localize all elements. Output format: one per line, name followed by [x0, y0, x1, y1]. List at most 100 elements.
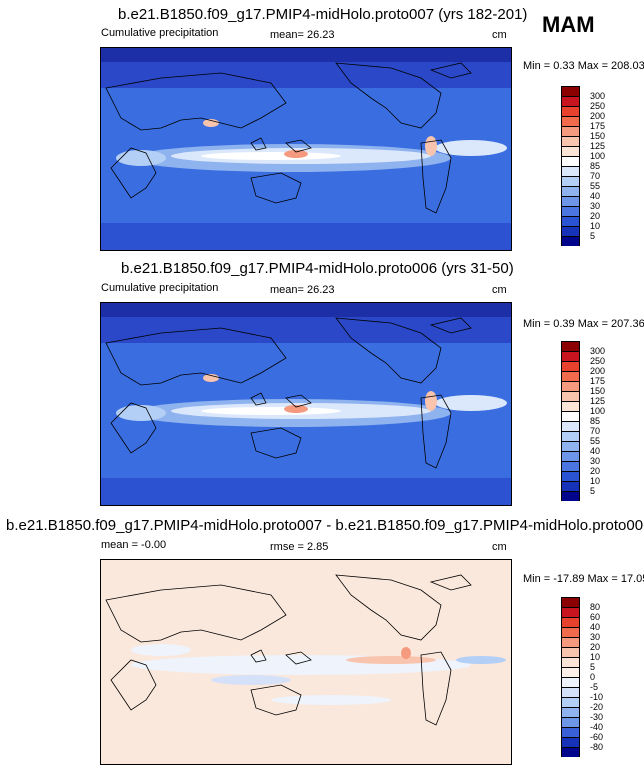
colorbar-tick-label: 5 — [590, 662, 596, 672]
colorbar-tick-label: 10 — [590, 221, 601, 231]
colorbar-tick-label: 250 — [590, 101, 606, 111]
colorbar-tick-label: 125 — [590, 141, 606, 151]
colorbar-swatch — [562, 146, 579, 156]
colorbar-swatch — [562, 597, 579, 607]
colorbar-tick-label: 125 — [590, 396, 606, 406]
panel-2-colorbar: 300 250 200 175 150 125 100 85 70 55 40 30 20 10 5 — [561, 341, 621, 501]
colorbar-tick-label: 40 — [590, 191, 601, 201]
colorbar-tick-label: 200 — [590, 366, 606, 376]
panel-2-mean-label: mean= 26.23 — [270, 284, 335, 296]
colorbar-tick-label: 150 — [590, 131, 606, 141]
colorbar-swatch — [562, 381, 579, 391]
panel-3-title: b.e21.B1850.f09_g17.PMIP4-midHolo.proto0… — [6, 517, 644, 534]
colorbar-swatch — [562, 481, 579, 491]
colorbar-swatch — [562, 667, 579, 677]
panel-2-colorbar-swatches — [561, 341, 580, 501]
colorbar-tick-label: 150 — [590, 386, 606, 396]
colorbar-tick-label: 60 — [590, 612, 601, 622]
colorbar-tick-label: 55 — [590, 181, 601, 191]
colorbar-tick-label: -30 — [590, 712, 604, 722]
colorbar-tick-label: -80 — [590, 742, 604, 752]
panel-2-minmax: Min = 0.39 Max = 207.36 — [523, 318, 644, 330]
panel-1-colorbar: 300 250 200 175 150 125 100 85 70 55 40 30 20 10 5 — [561, 86, 621, 246]
colorbar-swatch — [562, 747, 579, 757]
colorbar-swatch — [562, 647, 579, 657]
panel-3-units: cm — [492, 541, 507, 553]
panel-2-map — [100, 302, 512, 506]
colorbar-tick-label: 40 — [590, 446, 601, 456]
colorbar-swatch — [562, 471, 579, 481]
colorbar-swatch — [562, 637, 579, 647]
colorbar-swatch — [562, 136, 579, 146]
panel-2-title: b.e21.B1850.f09_g17.PMIP4-midHolo.proto0… — [121, 260, 514, 277]
colorbar-tick-label: 30 — [590, 201, 601, 211]
season-label: MAM — [542, 12, 595, 37]
colorbar-tick-label: 5 — [590, 231, 596, 241]
panel-1-map — [100, 47, 512, 251]
colorbar-tick-label: 175 — [590, 121, 606, 131]
colorbar-swatch — [562, 106, 579, 116]
colorbar-tick-label: 175 — [590, 376, 606, 386]
colorbar-swatch — [562, 156, 579, 166]
colorbar-tick-label: 0 — [590, 672, 596, 682]
colorbar-swatch — [562, 186, 579, 196]
colorbar-swatch — [562, 657, 579, 667]
colorbar-tick-label: 20 — [590, 211, 601, 221]
colorbar-tick-label: 85 — [590, 416, 601, 426]
colorbar-swatch — [562, 411, 579, 421]
panel-3-colorbar: 80 60 40 30 20 10 5 0 -5 -10 -20 -30 -40 -60 -80 — [561, 597, 621, 757]
colorbar-tick-label: 10 — [590, 652, 601, 662]
colorbar-swatch — [562, 166, 579, 176]
colorbar-swatch — [562, 351, 579, 361]
colorbar-swatch — [562, 617, 579, 627]
colorbar-tick-label: -5 — [590, 682, 599, 692]
colorbar-tick-label: 20 — [590, 642, 601, 652]
colorbar-swatch — [562, 226, 579, 236]
colorbar-tick-label: 70 — [590, 171, 601, 181]
colorbar-swatch — [562, 687, 579, 697]
colorbar-tick-label: -10 — [590, 692, 604, 702]
panel-2-units: cm — [492, 284, 507, 296]
colorbar-swatch — [562, 176, 579, 186]
colorbar-tick-label: 250 — [590, 356, 606, 366]
colorbar-swatch — [562, 677, 579, 687]
colorbar-swatch — [562, 371, 579, 381]
colorbar-swatch — [562, 391, 579, 401]
colorbar-tick-label: 20 — [590, 466, 601, 476]
colorbar-tick-label: 100 — [590, 151, 606, 161]
colorbar-swatch — [562, 461, 579, 471]
colorbar-tick-label: 70 — [590, 426, 601, 436]
panel-1-variable-label: Cumulative precipitation — [101, 27, 219, 39]
colorbar-swatch — [562, 727, 579, 737]
colorbar-tick-label: 100 — [590, 406, 606, 416]
colorbar-tick-label: 10 — [590, 476, 601, 486]
colorbar-tick-label: 40 — [590, 622, 601, 632]
panel-1-mean-label: mean= 26.23 — [270, 29, 335, 41]
colorbar-swatch — [562, 206, 579, 216]
colorbar-swatch — [562, 196, 579, 206]
colorbar-swatch — [562, 116, 579, 126]
colorbar-tick-label: 30 — [590, 456, 601, 466]
panel-1-units: cm — [492, 29, 507, 41]
colorbar-tick-label: 80 — [590, 602, 601, 612]
colorbar-swatch — [562, 717, 579, 727]
colorbar-tick-label: 5 — [590, 486, 596, 496]
colorbar-swatch — [562, 96, 579, 106]
colorbar-swatch — [562, 86, 579, 96]
colorbar-swatch — [562, 361, 579, 371]
colorbar-tick-label: 300 — [590, 91, 606, 101]
colorbar-tick-label: 55 — [590, 436, 601, 446]
panel-1-title: b.e21.B1850.f09_g17.PMIP4-midHolo.proto0… — [118, 6, 528, 23]
colorbar-tick-label: 200 — [590, 111, 606, 121]
panel-3-rmse-label: rmse = 2.85 — [270, 541, 329, 553]
colorbar-tick-label: -60 — [590, 732, 604, 742]
panel-3-mean-label: mean = -0.00 — [101, 539, 167, 551]
colorbar-swatch — [562, 697, 579, 707]
colorbar-swatch — [562, 451, 579, 461]
colorbar-swatch — [562, 216, 579, 226]
colorbar-swatch — [562, 707, 579, 717]
colorbar-swatch — [562, 401, 579, 411]
colorbar-tick-label: 30 — [590, 632, 601, 642]
panel-2-variable-label: Cumulative precipitation — [101, 282, 219, 294]
colorbar-tick-label: -40 — [590, 722, 604, 732]
